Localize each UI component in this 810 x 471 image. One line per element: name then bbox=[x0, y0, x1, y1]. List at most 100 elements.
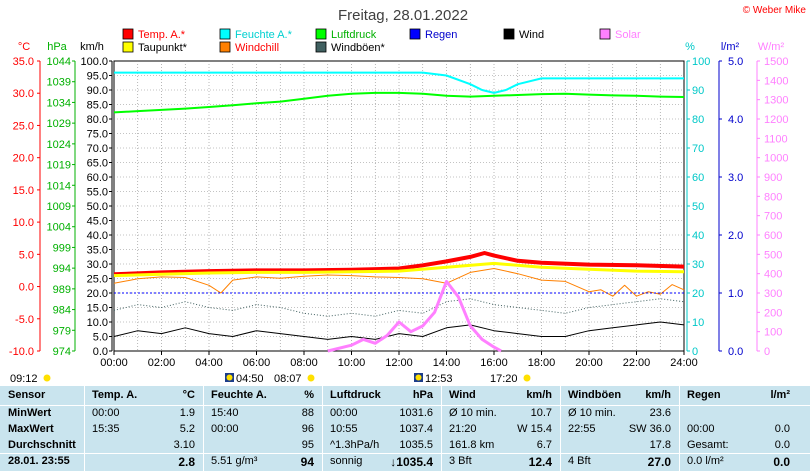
temp-tick-label: 25.0 bbox=[13, 120, 34, 132]
row-label: MinWert bbox=[8, 407, 52, 419]
temp-tick-label: -10.0 bbox=[9, 346, 34, 358]
column-unit: km/h bbox=[526, 389, 552, 401]
humidity-tick-label: 100 bbox=[692, 56, 710, 68]
cell-value: 23.6 bbox=[649, 407, 671, 419]
cell-label: 10:55 bbox=[330, 423, 358, 435]
solar-tick-label: 800 bbox=[764, 191, 782, 203]
cell-value: 17.8 bbox=[649, 439, 671, 451]
wind-tick-label: 95.0 bbox=[87, 71, 108, 83]
cell-value: 3.10 bbox=[173, 439, 195, 451]
moon-icon-glyph bbox=[226, 374, 233, 381]
temp-tick-label: 20.0 bbox=[13, 153, 34, 165]
chart-title: Freitag, 28.01.2022 bbox=[338, 7, 468, 24]
x-tick-label: 22:00 bbox=[623, 357, 651, 369]
sun-icon bbox=[307, 374, 315, 382]
solar-tick-label: 900 bbox=[764, 172, 782, 184]
solar-tick-label: 200 bbox=[764, 307, 782, 319]
wind-tick-label: 65.0 bbox=[87, 158, 108, 170]
summary-table: Sensor MinWert MaxWert Durchschnitt 28.01. 2… bbox=[0, 386, 810, 471]
column-separator bbox=[441, 386, 442, 471]
pressure-tick-label: 984 bbox=[53, 305, 71, 317]
solar-tick-label: 300 bbox=[764, 288, 782, 300]
wind-tick-label: 25.0 bbox=[87, 274, 108, 286]
wind-tick-label: 55.0 bbox=[87, 187, 108, 199]
solar-tick-label: 100 bbox=[764, 327, 782, 339]
column-header: Windböen bbox=[568, 389, 622, 401]
legend-label: Taupunkt* bbox=[138, 42, 188, 54]
wind-tick-label: 30.0 bbox=[87, 259, 108, 271]
wind-tick-label: 50.0 bbox=[87, 201, 108, 213]
pressure-tick-label: 989 bbox=[53, 284, 71, 296]
cell-label: 3 Bft bbox=[449, 455, 472, 467]
solar-tick-label: 1200 bbox=[764, 114, 788, 126]
x-tick-label: 06:00 bbox=[243, 357, 271, 369]
series-line-wind bbox=[113, 321, 685, 340]
series-line-feuchte-a bbox=[114, 71, 684, 94]
pressure-unit-label: hPa bbox=[47, 41, 67, 53]
humidity-tick-label: 60 bbox=[692, 172, 704, 184]
cell-label: 5.51 g/m³ bbox=[211, 455, 258, 467]
cell-label: ^1.3hPa/h bbox=[330, 439, 380, 451]
row-label: MaxWert bbox=[8, 423, 54, 435]
row-label: Durchschnitt bbox=[8, 439, 76, 451]
row-label: Sensor bbox=[8, 389, 46, 401]
column-unit: % bbox=[304, 389, 314, 401]
cell-label: 00:00 bbox=[687, 423, 715, 435]
column-unit: l/m² bbox=[770, 389, 790, 401]
cell-label: 00:00 bbox=[92, 407, 120, 419]
event-markers: 09:12 04:50 08:07 12:53 17:20 bbox=[10, 373, 531, 385]
cell-label: Ø 10 min. bbox=[449, 407, 497, 419]
rain-tick-label: 2.0 bbox=[728, 230, 743, 242]
wind-tick-label: 40.0 bbox=[87, 230, 108, 242]
event-marker-label: 08:07 bbox=[274, 373, 302, 385]
wind-tick-label: 0.0 bbox=[93, 346, 108, 358]
column-separator bbox=[679, 386, 680, 471]
temp-tick-label: 10.0 bbox=[13, 217, 34, 229]
legend-label: Feuchte A.* bbox=[235, 29, 293, 41]
row-divider bbox=[0, 405, 810, 406]
solar-tick-label: 400 bbox=[764, 269, 782, 281]
series-line-windchill bbox=[113, 268, 685, 297]
column-separator bbox=[84, 386, 85, 471]
wind-tick-label: 45.0 bbox=[87, 216, 108, 228]
temp-unit-label: °C bbox=[18, 41, 30, 53]
rain-tick-label: 0.0 bbox=[728, 346, 743, 358]
rain-tick-label: 3.0 bbox=[728, 172, 743, 184]
event-marker-label: 04:50 bbox=[236, 373, 264, 385]
humidity-tick-label: 90 bbox=[692, 85, 704, 97]
legend-label: Windchill bbox=[235, 42, 279, 54]
x-tick-label: 04:00 bbox=[195, 357, 223, 369]
series-line-luftdruck bbox=[113, 91, 685, 114]
series-line-solar bbox=[327, 279, 502, 353]
axes: 00:00 02:00 04:00 06:00 08:00 10:00 12:00 14:00… bbox=[9, 41, 789, 369]
cell-value: 27.0 bbox=[647, 455, 671, 469]
wind-tick-label: 90.0 bbox=[87, 85, 108, 97]
column-header: Wind bbox=[449, 389, 476, 401]
cell-value: 94 bbox=[300, 455, 314, 469]
series-line-temp-a bbox=[113, 251, 685, 277]
column-separator bbox=[560, 386, 561, 471]
x-tick-label: 02:00 bbox=[148, 357, 176, 369]
pressure-tick-label: 999 bbox=[53, 242, 71, 254]
humidity-tick-label: 20 bbox=[692, 288, 704, 300]
column-header: Temp. A. bbox=[92, 389, 138, 401]
cell-value: 6.7 bbox=[536, 439, 552, 451]
rain-tick-label: 4.0 bbox=[728, 114, 743, 126]
legend-swatch bbox=[219, 41, 231, 53]
temp-tick-label: -5.0 bbox=[15, 314, 34, 326]
x-tick-label: 18:00 bbox=[528, 357, 556, 369]
cell-value: SW 36.0 bbox=[628, 423, 671, 435]
row-divider bbox=[0, 453, 810, 454]
column-unit: °C bbox=[182, 389, 195, 401]
wind-tick-label: 5.0 bbox=[93, 332, 108, 344]
legend: Temp. A.* Feuchte A.* Luftdruck Regen Wind So… bbox=[122, 28, 641, 54]
solar-tick-label: 1300 bbox=[764, 95, 788, 107]
cell-value: 0.0 bbox=[774, 439, 790, 451]
humidity-tick-label: 10 bbox=[692, 317, 704, 329]
humidity-tick-label: 50 bbox=[692, 201, 704, 213]
legend-swatch bbox=[315, 41, 327, 53]
moon-icon-glyph bbox=[415, 374, 422, 381]
legend-label: Temp. A.* bbox=[138, 29, 186, 41]
legend-label: Solar bbox=[615, 29, 641, 41]
